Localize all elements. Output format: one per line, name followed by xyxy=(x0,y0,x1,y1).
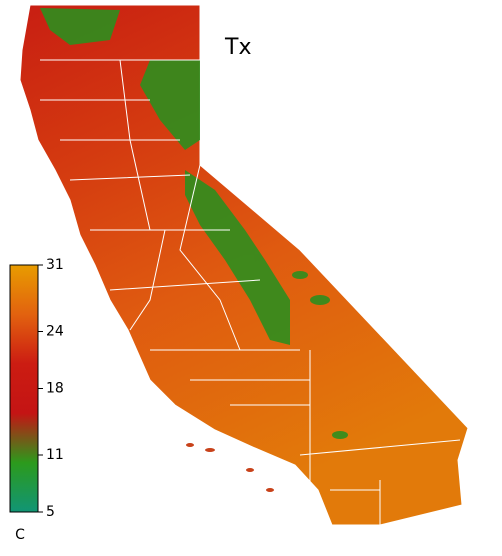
colorbar xyxy=(9,264,39,513)
colorbar-tick-label: 24 xyxy=(46,324,64,340)
colorbar-tick-label: 18 xyxy=(46,381,64,397)
colorbar-tick-label: 31 xyxy=(46,257,64,273)
colorbar-tick-label: 11 xyxy=(46,447,64,463)
california-map xyxy=(19,4,469,526)
colorbar-tick-label: 5 xyxy=(46,504,55,520)
colorbar-unit: C xyxy=(15,527,25,543)
map-title: Tx xyxy=(224,35,251,60)
